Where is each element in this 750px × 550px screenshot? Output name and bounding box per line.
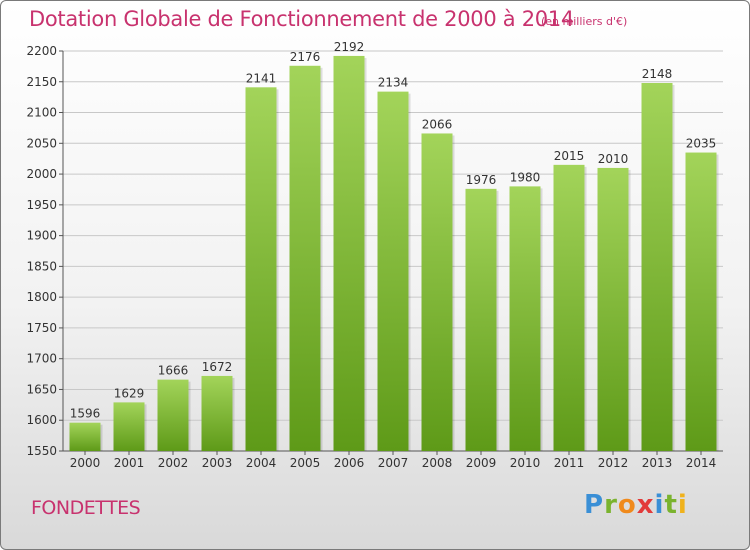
logo-letter: i xyxy=(654,490,665,520)
value-label: 1596 xyxy=(70,407,101,421)
y-tick-label: 1900 xyxy=(26,229,57,243)
value-label: 2010 xyxy=(598,152,629,166)
x-tick-label: 2003 xyxy=(202,456,233,470)
bar xyxy=(685,152,717,452)
value-label: 2015 xyxy=(554,149,585,163)
bar xyxy=(113,402,145,451)
value-label: 1976 xyxy=(466,173,497,187)
value-label: 1629 xyxy=(114,386,145,400)
labels: 1550 1600 1650 1700 1750 1800 1850 1900 1950 2000… xyxy=(26,40,716,470)
commune-name: FONDETTES xyxy=(31,497,141,519)
bar xyxy=(69,422,101,451)
bar xyxy=(421,133,453,451)
y-tick-label: 1550 xyxy=(26,444,57,458)
value-label: 2192 xyxy=(334,40,365,54)
y-tick-label: 1750 xyxy=(26,321,57,335)
y-tick-label: 2000 xyxy=(26,167,57,181)
value-label: 2141 xyxy=(246,71,277,85)
value-label: 2035 xyxy=(686,137,717,151)
x-tick-label: 2013 xyxy=(642,456,673,470)
y-tick-label: 1600 xyxy=(26,413,57,427)
y-tick-label: 1850 xyxy=(26,259,57,273)
value-label: 2134 xyxy=(378,76,409,90)
logo-letter: r xyxy=(604,490,618,520)
bar xyxy=(201,375,233,451)
chart-title: Dotation Globale de Fonctionnement de 20… xyxy=(29,7,574,31)
y-tick-label: 1700 xyxy=(26,352,57,366)
y-tick-label: 2100 xyxy=(26,106,57,120)
logo-letter: t xyxy=(664,490,678,520)
y-tick-label: 2150 xyxy=(26,75,57,89)
x-tick-label: 2005 xyxy=(290,456,321,470)
x-tick-label: 2011 xyxy=(554,456,585,470)
value-label: 1672 xyxy=(202,360,233,374)
y-tick-label: 1650 xyxy=(26,382,57,396)
x-tick-label: 2000 xyxy=(70,456,101,470)
bars xyxy=(69,55,719,452)
logo-letter: x xyxy=(636,490,655,520)
value-label: 2176 xyxy=(290,50,321,64)
x-tick-label: 2002 xyxy=(158,456,189,470)
x-tick-label: 2001 xyxy=(114,456,145,470)
bar xyxy=(377,91,409,451)
y-tick-label: 1950 xyxy=(26,198,57,212)
y-tick-label: 2050 xyxy=(26,136,57,150)
x-tick-label: 2010 xyxy=(510,456,541,470)
proxiti-logo: Proxiti xyxy=(584,490,688,520)
x-tick-label: 2006 xyxy=(334,456,365,470)
y-tick-label: 1800 xyxy=(26,290,57,304)
x-tick-label: 2008 xyxy=(422,456,453,470)
chart-subtitle: (en milliers d'€) xyxy=(541,15,628,28)
x-tick-label: 2012 xyxy=(598,456,629,470)
logo-letter: o xyxy=(617,490,637,520)
x-tick-label: 2009 xyxy=(466,456,497,470)
logo-letter: P xyxy=(584,490,605,520)
value-label: 2066 xyxy=(422,117,453,131)
value-label: 1980 xyxy=(510,170,541,184)
x-tick-label: 2014 xyxy=(686,456,717,470)
bar xyxy=(333,55,365,452)
bar xyxy=(465,188,497,451)
bar xyxy=(509,186,541,451)
bar xyxy=(553,164,585,451)
value-label: 1666 xyxy=(158,364,189,378)
bar xyxy=(641,83,673,451)
bar xyxy=(157,379,189,451)
bar xyxy=(597,167,629,451)
logo-letter: i xyxy=(677,490,688,520)
y-tick-label: 2200 xyxy=(26,44,57,58)
x-tick-label: 2004 xyxy=(246,456,277,470)
value-label: 2148 xyxy=(642,67,673,81)
bar xyxy=(245,87,277,452)
x-tick-label: 2007 xyxy=(378,456,409,470)
bar xyxy=(289,65,321,452)
